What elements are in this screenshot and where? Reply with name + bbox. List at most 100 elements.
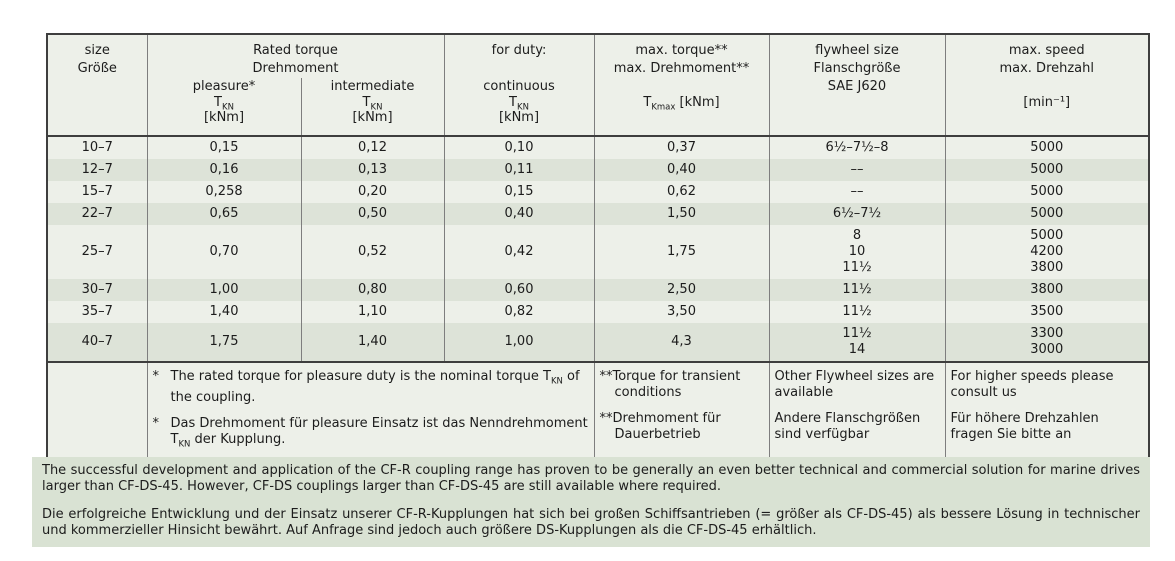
cell-flywheel: –– <box>768 159 945 181</box>
header-pleasure-symbol: TKN <box>214 95 234 113</box>
cell-size: 35–7 <box>47 301 147 323</box>
table-row: 15–7 0,258 0,20 0,15 0,62 –– 5000 <box>47 181 1149 203</box>
cell-speed: 5000 <box>944 203 1149 225</box>
table-row: 40–7 1,75 1,40 1,00 4,3 11½ 14 3300 3000 <box>47 323 1149 362</box>
cell-pleasure: 1,75 <box>146 323 301 362</box>
header-flywheel-sae: SAE J620 <box>827 79 887 94</box>
cell-flywheel: 6½–7½ <box>768 203 945 225</box>
header-row: size Größe Rated torque Drehmoment pleas… <box>47 34 1149 137</box>
cell-flywheel: –– <box>768 181 945 203</box>
notes-en: The successful development and applicati… <box>42 463 1140 494</box>
notes-de: Die erfolgreiche Entwicklung und der Ein… <box>42 507 1140 538</box>
header-rated-torque: Rated torque Drehmoment pleasure* TKN [k… <box>146 34 444 137</box>
cell-pleasure: 1,00 <box>146 279 301 301</box>
cell-speed: 5000 <box>944 159 1149 181</box>
table-row: 10–7 0,15 0,12 0,10 0,37 6½–7½–8 5000 <box>47 136 1149 159</box>
header-flywheel-en: flywheel size <box>815 43 899 58</box>
header-max-speed-en: max. speed <box>1008 43 1085 58</box>
table-row: 12–7 0,16 0,13 0,11 0,40 –– 5000 <box>47 159 1149 181</box>
cell-flywheel: 11½ 14 <box>768 323 945 362</box>
cell-continuous: 0,60 <box>443 279 594 301</box>
header-pleasure-label: pleasure* <box>192 79 256 94</box>
cell-intermediate: 0,80 <box>300 279 444 301</box>
footnote-max-torque-en: **Torque for transient conditions <box>599 369 741 400</box>
cell-size: 40–7 <box>47 323 147 362</box>
header-for-duty: for duty: continuous TKN [kNm] <box>443 34 594 137</box>
footnote-empty-cell <box>47 360 147 469</box>
cell-max-torque: 0,62 <box>593 181 769 203</box>
cell-pleasure: 0,258 <box>146 181 301 203</box>
cell-size: 22–7 <box>47 203 147 225</box>
cell-speed: 5000 <box>944 136 1149 159</box>
header-pleasure-unit: [kNm] <box>203 110 245 125</box>
footnote-rated-torque: * The rated torque for pleasure duty is t… <box>146 360 594 469</box>
header-rated-line1: Rated torque <box>253 43 338 58</box>
header-size-de: Größe <box>77 61 117 76</box>
header-intermediate: intermediate TKN [kNm] <box>300 78 444 135</box>
cell-size: 12–7 <box>47 159 147 181</box>
header-max-torque: max. torque** max. Drehmoment** TKmax [k… <box>593 34 769 137</box>
cell-max-torque: 1,75 <box>593 225 769 279</box>
cell-pleasure: 1,40 <box>146 301 301 323</box>
table-row: 25–7 0,70 0,52 0,42 1,75 8 10 11½ 5000 4… <box>47 225 1149 279</box>
header-pleasure: pleasure* TKN [kNm] <box>148 78 301 135</box>
cell-max-torque: 0,40 <box>593 159 769 181</box>
table-row: 30–7 1,00 0,80 0,60 2,50 11½ 3800 <box>47 279 1149 301</box>
cell-flywheel: 6½–7½–8 <box>768 136 945 159</box>
cell-speed: 3300 3000 <box>944 323 1149 362</box>
header-continuous-symbol: TKN <box>509 95 529 113</box>
header-intermediate-label: intermediate <box>330 79 415 94</box>
header-rated-subcolumns: pleasure* TKN [kNm] intermediate TKN [kN… <box>148 78 444 135</box>
header-flywheel: flywheel size Flanschgröße SAE J620 <box>768 34 945 137</box>
footnote-rated-de: * Das Drehmoment für pleasure Einsatz ist… <box>152 415 588 450</box>
footnote-row: * The rated torque for pleasure duty is t… <box>47 360 1149 469</box>
footnote-speed-de: Für höhere Drehzahlen fragen Sie bitte a… <box>950 411 1099 442</box>
cell-intermediate: 0,20 <box>300 181 444 203</box>
header-continuous-label: continuous <box>483 79 555 94</box>
cell-pleasure: 0,15 <box>146 136 301 159</box>
cell-max-torque: 1,50 <box>593 203 769 225</box>
cell-speed: 5000 4200 3800 <box>944 225 1149 279</box>
header-intermediate-symbol: TKN <box>362 95 383 113</box>
cell-size: 30–7 <box>47 279 147 301</box>
footnote-flywheel-de: Andere Flanschgrößen sind verfügbar <box>774 411 921 442</box>
cell-speed: 3800 <box>944 279 1149 301</box>
header-size-en: size <box>84 43 110 58</box>
footnote-max-torque: **Torque for transient conditions **Dreh… <box>593 360 769 469</box>
header-max-torque-de: max. Drehmoment** <box>613 61 750 76</box>
table-row: 35–7 1,40 1,10 0,82 3,50 11½ 3500 <box>47 301 1149 323</box>
cell-continuous: 0,15 <box>443 181 594 203</box>
header-continuous-unit: [kNm] <box>498 110 540 125</box>
coupling-spec-table: size Größe Rated torque Drehmoment pleas… <box>46 33 1150 470</box>
footnote-speed: For higher speeds please consult us Für … <box>944 360 1149 469</box>
cell-pleasure: 0,16 <box>146 159 301 181</box>
table-row: 22–7 0,65 0,50 0,40 1,50 6½–7½ 5000 <box>47 203 1149 225</box>
cell-speed: 3500 <box>944 301 1149 323</box>
header-max-speed: max. speed max. Drehzahl [min⁻¹] <box>944 34 1149 137</box>
footnote-rated-en: * The rated torque for pleasure duty is t… <box>152 369 580 405</box>
cell-size: 10–7 <box>47 136 147 159</box>
cell-flywheel: 8 10 11½ <box>768 225 945 279</box>
header-size: size Größe <box>47 34 147 137</box>
cell-intermediate: 1,10 <box>300 301 444 323</box>
cell-continuous: 1,00 <box>443 323 594 362</box>
cell-size: 15–7 <box>47 181 147 203</box>
footnote-speed-en: For higher speeds please consult us <box>950 369 1114 400</box>
cell-continuous: 0,82 <box>443 301 594 323</box>
cell-continuous: 0,11 <box>443 159 594 181</box>
cell-max-torque: 2,50 <box>593 279 769 301</box>
cell-flywheel: 11½ <box>768 301 945 323</box>
cell-continuous: 0,42 <box>443 225 594 279</box>
cell-flywheel: 11½ <box>768 279 945 301</box>
cell-intermediate: 1,40 <box>300 323 444 362</box>
header-max-torque-symbol: TKmax [kNm] <box>643 95 720 113</box>
footnote-flywheel-en: Other Flywheel sizes are available <box>774 369 935 400</box>
header-max-torque-en: max. torque** <box>635 43 728 58</box>
cell-pleasure: 0,70 <box>146 225 301 279</box>
header-rated-line2: Drehmoment <box>252 61 339 76</box>
header-max-speed-unit: [min⁻¹] <box>1023 95 1071 110</box>
cell-continuous: 0,10 <box>443 136 594 159</box>
footnote-flywheel: Other Flywheel sizes are available Ander… <box>768 360 945 469</box>
header-duty-line1: for duty: <box>491 43 547 58</box>
cell-speed: 5000 <box>944 181 1149 203</box>
